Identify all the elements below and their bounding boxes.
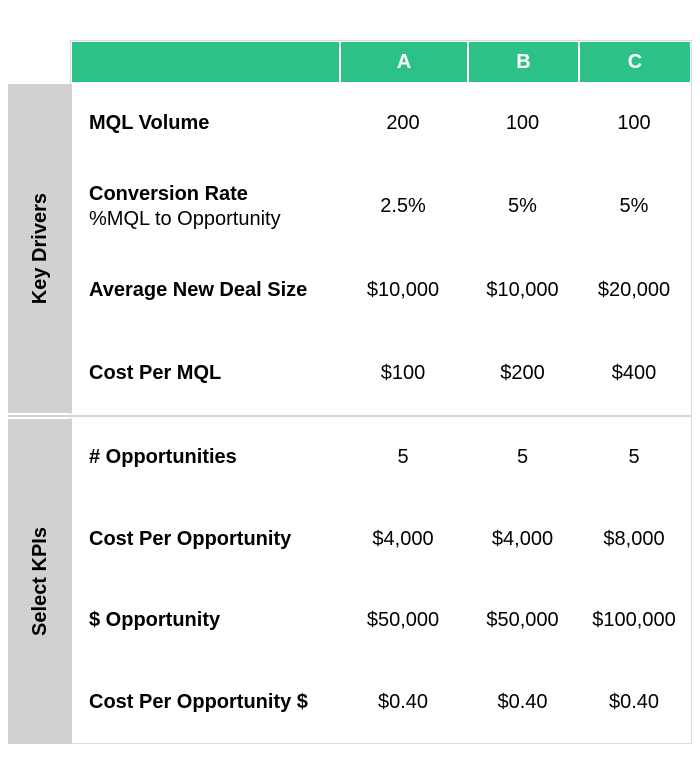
section-select-kpis: # Opportunities 5 5 5 Cost Per Opportuni… [72,417,690,743]
row-label: Cost Per Opportunity $ [89,690,308,713]
value-cell: $100,000 [592,609,676,632]
column-header-c: C [578,42,690,82]
row-label: Cost Per MQL [89,361,222,384]
value-cell: $50,000 [486,609,559,632]
value-cell: $200 [500,361,545,384]
row-label: $ Opportunity [89,609,221,632]
value-cell: 5 [628,446,640,469]
value-cell: $0.40 [377,690,429,713]
value-cell: $0.40 [497,690,548,713]
column-header-b: B [467,42,578,82]
table-row: # Opportunities 5 5 5 [72,417,690,499]
row-label-main: Conversion Rate [89,182,248,205]
value-cell: $0.40 [608,690,660,713]
value-cell: 5 [397,446,409,469]
value-cell: 100 [505,112,540,135]
section-label-text: Key Drivers [28,192,51,305]
row-label: Conversion Rate %MQL to Opportunity [72,182,339,232]
value-cell: $400 [611,361,657,384]
value-cell: $4,000 [491,527,554,550]
table-row: Conversion Rate %MQL to Opportunity 2.5%… [72,165,690,248]
row-label: MQL Volume [89,112,210,135]
table-row: Average New Deal Size $10,000 $10,000 $2… [72,249,690,332]
table-row: Cost Per Opportunity $4,000 $4,000 $8,00… [72,499,690,581]
row-label: Average New Deal Size [89,278,308,301]
section-label-select-kpis: Select KPIs [8,419,72,744]
value-cell: 5% [508,195,537,218]
value-cell: 2.5% [380,195,426,218]
table-row: Cost Per Opportunity $ $0.40 $0.40 $0.40 [72,662,690,744]
value-cell: $50,000 [366,609,440,632]
table-frame [70,40,692,744]
table-row: MQL Volume 200 100 100 [72,82,690,165]
section-label-key-drivers: Key Drivers [8,84,72,413]
value-cell: $8,000 [603,527,665,550]
value-cell: $10,000 [486,278,559,301]
table-row: $ Opportunity $50,000 $50,000 $100,000 [72,580,690,662]
column-header-a: A [339,42,467,82]
table-row: Cost Per MQL $100 $200 $400 [72,332,690,415]
value-cell: $4,000 [372,527,434,550]
value-cell: $10,000 [366,278,440,301]
row-label: Cost Per Opportunity [89,527,292,550]
section-divider [8,415,692,417]
value-cell: $100 [380,361,426,384]
section-label-text: Select KPIs [28,527,51,636]
header-label-spacer [72,42,339,82]
value-cell: 5% [619,195,649,218]
section-key-drivers: MQL Volume 200 100 100 Conversion Rate %… [72,82,690,415]
value-cell: 100 [617,112,651,135]
row-label: # Opportunities [89,446,237,469]
row-label-sub: %MQL to Opportunity [89,207,281,230]
value-cell: $20,000 [597,278,671,301]
value-cell: 200 [386,112,420,135]
table-column-header-row: A B C [72,42,690,82]
value-cell: 5 [516,446,529,469]
